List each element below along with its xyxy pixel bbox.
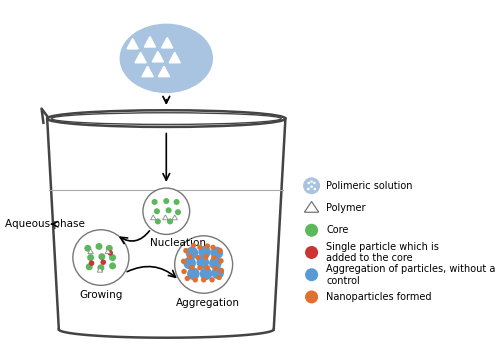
Circle shape bbox=[196, 256, 209, 269]
Circle shape bbox=[212, 267, 224, 279]
Circle shape bbox=[181, 259, 186, 264]
Circle shape bbox=[87, 254, 94, 261]
Circle shape bbox=[143, 188, 190, 234]
Circle shape bbox=[167, 219, 173, 225]
Circle shape bbox=[313, 182, 316, 184]
Polygon shape bbox=[158, 66, 170, 77]
Text: Aggregation of particles, without a
control: Aggregation of particles, without a cont… bbox=[326, 264, 496, 286]
Circle shape bbox=[216, 275, 222, 280]
Circle shape bbox=[187, 268, 200, 280]
Polygon shape bbox=[162, 215, 168, 220]
Circle shape bbox=[186, 247, 198, 259]
Circle shape bbox=[175, 209, 181, 215]
Text: Single particle which is
added to the core: Single particle which is added to the co… bbox=[326, 242, 439, 263]
Polygon shape bbox=[127, 38, 138, 49]
Circle shape bbox=[204, 254, 208, 259]
Circle shape bbox=[152, 199, 158, 205]
Text: Nanoparticles formed: Nanoparticles formed bbox=[326, 292, 432, 302]
Circle shape bbox=[210, 245, 216, 250]
Circle shape bbox=[100, 259, 106, 265]
Circle shape bbox=[192, 277, 198, 282]
Circle shape bbox=[305, 224, 318, 237]
Circle shape bbox=[86, 263, 92, 270]
Circle shape bbox=[307, 188, 310, 190]
Circle shape bbox=[305, 291, 318, 304]
Circle shape bbox=[166, 207, 172, 213]
Polygon shape bbox=[88, 249, 94, 254]
Circle shape bbox=[200, 268, 212, 280]
Polygon shape bbox=[144, 37, 156, 47]
Circle shape bbox=[196, 255, 201, 260]
Text: Aqueous phase: Aqueous phase bbox=[5, 219, 85, 229]
Circle shape bbox=[197, 265, 202, 270]
Polygon shape bbox=[135, 52, 146, 63]
Circle shape bbox=[305, 268, 318, 281]
Polygon shape bbox=[142, 66, 153, 77]
Circle shape bbox=[174, 236, 233, 293]
Circle shape bbox=[198, 246, 211, 258]
Circle shape bbox=[218, 248, 222, 253]
Circle shape bbox=[204, 265, 210, 270]
Circle shape bbox=[154, 208, 160, 214]
Circle shape bbox=[303, 177, 320, 194]
Text: Growing: Growing bbox=[79, 290, 122, 300]
Circle shape bbox=[187, 254, 192, 259]
Circle shape bbox=[98, 264, 104, 271]
Polygon shape bbox=[162, 37, 173, 48]
Circle shape bbox=[84, 245, 91, 252]
Circle shape bbox=[310, 180, 313, 183]
Circle shape bbox=[204, 243, 210, 249]
Circle shape bbox=[109, 254, 116, 261]
Circle shape bbox=[98, 253, 105, 260]
Circle shape bbox=[197, 245, 202, 250]
Circle shape bbox=[96, 243, 102, 250]
Polygon shape bbox=[97, 267, 102, 272]
Circle shape bbox=[218, 258, 224, 263]
Circle shape bbox=[155, 219, 161, 225]
Polygon shape bbox=[105, 249, 110, 254]
Polygon shape bbox=[152, 52, 164, 62]
Circle shape bbox=[190, 265, 194, 270]
Circle shape bbox=[183, 248, 188, 253]
Polygon shape bbox=[169, 52, 180, 63]
Circle shape bbox=[210, 247, 223, 259]
Text: Polymer: Polymer bbox=[326, 203, 366, 213]
Circle shape bbox=[108, 250, 113, 256]
Circle shape bbox=[106, 245, 113, 252]
Circle shape bbox=[305, 246, 318, 259]
Circle shape bbox=[310, 185, 313, 188]
Ellipse shape bbox=[120, 24, 213, 93]
Text: Aggregation: Aggregation bbox=[176, 298, 240, 308]
Circle shape bbox=[164, 198, 170, 204]
Circle shape bbox=[209, 257, 222, 269]
Text: Polimeric solution: Polimeric solution bbox=[326, 181, 412, 191]
Circle shape bbox=[212, 265, 218, 271]
Circle shape bbox=[314, 188, 316, 190]
Polygon shape bbox=[304, 202, 319, 212]
Circle shape bbox=[210, 277, 215, 282]
Polygon shape bbox=[150, 215, 156, 220]
Circle shape bbox=[184, 257, 196, 269]
Text: Core: Core bbox=[326, 225, 348, 235]
Circle shape bbox=[308, 182, 310, 184]
Circle shape bbox=[182, 269, 187, 274]
Circle shape bbox=[201, 277, 206, 282]
Circle shape bbox=[174, 199, 180, 205]
Circle shape bbox=[211, 255, 216, 260]
Text: Nucleation: Nucleation bbox=[150, 238, 206, 248]
Circle shape bbox=[88, 261, 94, 266]
Circle shape bbox=[190, 243, 196, 248]
Circle shape bbox=[184, 276, 190, 281]
Polygon shape bbox=[172, 215, 178, 220]
Circle shape bbox=[109, 262, 116, 269]
Circle shape bbox=[73, 230, 129, 285]
Circle shape bbox=[218, 268, 224, 273]
